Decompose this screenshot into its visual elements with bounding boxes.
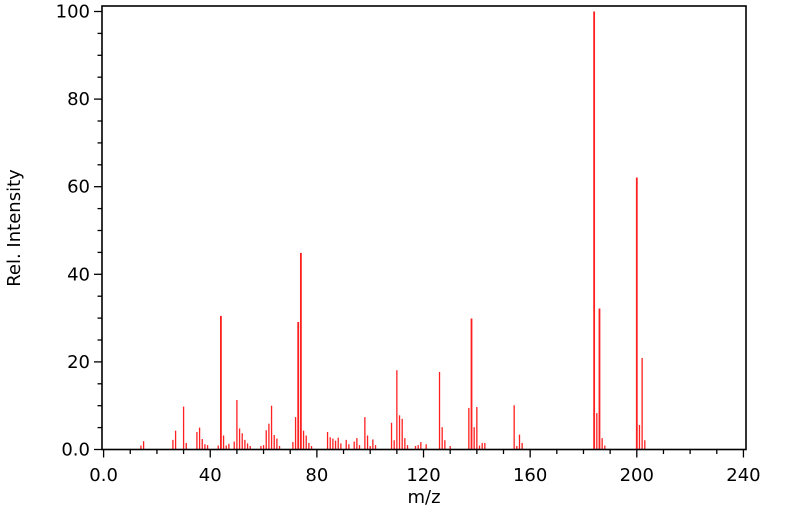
y-tick-label-100: 100 <box>56 2 90 23</box>
y-tick-label-20: 20 <box>67 352 90 373</box>
y-tick-label-60: 60 <box>67 177 90 198</box>
axes-spines <box>101 5 747 451</box>
y-tick-label-0: 0.0 <box>61 440 90 461</box>
y-axis-label: Rel. Intensity <box>4 169 25 287</box>
plot-box <box>101 5 747 451</box>
y-tick-label-40: 40 <box>67 264 90 285</box>
x-axis-ticks <box>102 449 745 458</box>
x-tick-label-40: 40 <box>199 465 222 486</box>
y-axis-ticks <box>94 10 102 451</box>
x-tick-label-80: 80 <box>305 465 328 486</box>
x-tick-label-240: 240 <box>726 465 760 486</box>
x-tick-label-160: 160 <box>513 465 547 486</box>
x-tick-label-200: 200 <box>620 465 654 486</box>
x-tick-label-120: 120 <box>406 465 440 486</box>
x-tick-labels: 0.0 40 80 120 160 200 240 <box>89 465 760 486</box>
x-tick-label-0: 0.0 <box>89 465 118 486</box>
y-tick-labels: 0.0 20 40 60 80 100 <box>56 2 90 461</box>
y-tick-label-80: 80 <box>67 89 90 110</box>
x-axis-label: m/z <box>407 487 440 508</box>
peaks <box>140 11 646 449</box>
